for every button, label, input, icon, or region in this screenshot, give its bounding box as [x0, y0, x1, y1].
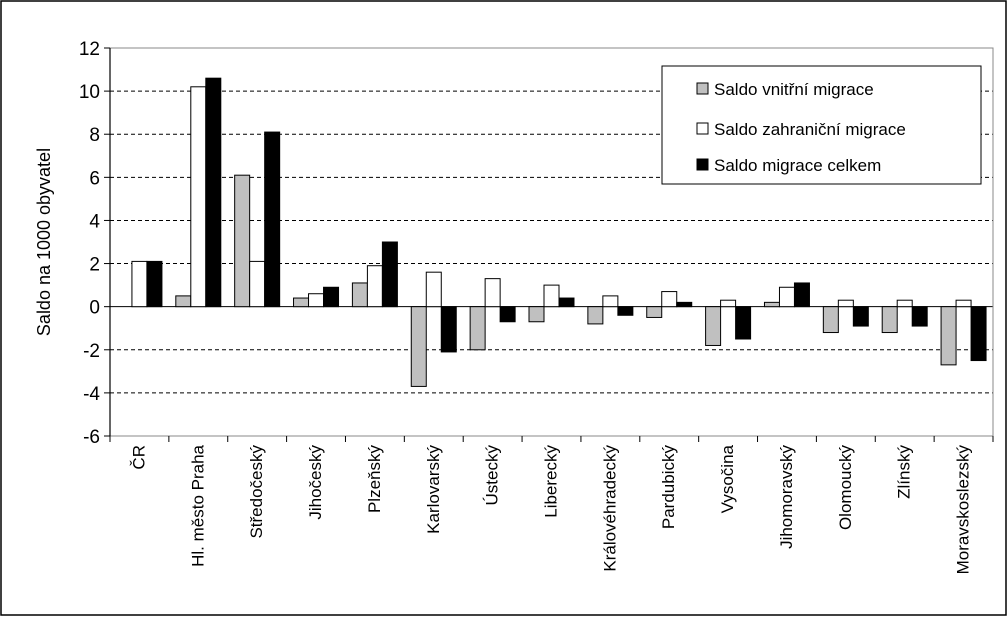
bar-celkem: [852, 306, 869, 327]
y-tick-label: 12: [79, 39, 100, 60]
bar-celkem: [617, 306, 634, 316]
bar-vnitrni: [587, 306, 604, 325]
x-tick-label: Jihomoravský: [777, 445, 796, 549]
bar-celkem: [323, 286, 340, 308]
legend-swatch-zahranicni: [696, 122, 709, 135]
bar-zahranicni: [720, 299, 737, 308]
legend-label-vnitrni: Saldo vnitřní migrace: [714, 80, 874, 99]
x-tick-label: Olomoucký: [836, 445, 855, 531]
x-tick-label: Zlínský: [895, 445, 914, 499]
legend-swatch-celkem: [696, 158, 709, 171]
x-tick-label: Ústecký: [483, 445, 502, 506]
x-tick-label: ČR: [129, 445, 148, 470]
bar-zahranicni: [131, 260, 148, 308]
bar-zahranicni: [896, 299, 913, 308]
bar-vnitrni: [646, 306, 663, 318]
bar-vnitrni: [822, 306, 839, 334]
bar-zahranicni: [837, 299, 854, 308]
legend-label-zahranicni: Saldo zahraniční migrace: [714, 120, 906, 139]
bar-vnitrni: [175, 295, 192, 308]
bar-zahranicni: [778, 286, 795, 308]
x-tick-label: Karlovarský: [424, 445, 443, 534]
bar-vnitrni: [940, 306, 957, 366]
y-tick-label: -6: [83, 427, 100, 448]
bar-celkem: [146, 260, 163, 308]
bar-celkem: [911, 306, 928, 327]
x-tick-label: Královéhradecký: [600, 445, 619, 572]
legend-swatch-vnitrni: [696, 82, 709, 95]
x-tick-label: Moravskoslezský: [954, 445, 973, 575]
legend-label-celkem: Saldo migrace celkem: [714, 156, 881, 175]
bar-celkem: [676, 301, 693, 308]
bar-celkem: [440, 306, 457, 353]
bar-zahranicni: [484, 278, 501, 308]
bar-zahranicni: [190, 86, 207, 308]
bar-celkem: [205, 77, 222, 308]
bar-zahranicni: [543, 284, 560, 308]
axes: 12 10 8 6 4 2 0 -2 -4 -6 ČR Hl. město Praha Středoče…: [79, 39, 994, 575]
x-tick-label: Liberecký: [542, 445, 561, 518]
bar-zahranicni: [425, 271, 442, 308]
y-tick-label: -4: [83, 384, 100, 405]
bar-vnitrni: [881, 306, 898, 334]
bar-celkem: [264, 131, 281, 308]
bar-celkem: [558, 297, 575, 308]
legend: Saldo vnitřní migrace Saldo zahraniční m…: [661, 65, 982, 185]
bar-vnitrni: [410, 306, 427, 387]
y-tick-label: -2: [83, 341, 100, 362]
bar-zahranicni: [308, 293, 325, 308]
y-tick-label: 6: [89, 168, 100, 189]
bar-vnitrni: [763, 301, 780, 308]
y-tick-label: 2: [89, 255, 100, 276]
y-tick-label: 4: [89, 211, 100, 232]
bar-celkem: [735, 306, 752, 340]
bar-zahranicni: [602, 295, 619, 308]
x-tick-label: Středočeský: [247, 445, 266, 539]
bar-vnitrni: [234, 174, 251, 308]
y-tick-label: 0: [89, 298, 100, 319]
x-tick-label: Pardubický: [659, 445, 678, 530]
bars: [131, 77, 987, 387]
bar-vnitrni: [469, 306, 486, 351]
bar-vnitrni: [293, 297, 310, 308]
x-tick-label: Plzeňský: [365, 445, 384, 514]
bar-zahranicni: [661, 291, 678, 308]
bar-celkem: [499, 306, 516, 323]
bar-celkem: [793, 282, 810, 308]
y-tick-label: 10: [79, 82, 100, 103]
bar-celkem: [970, 306, 987, 362]
legend-box: [661, 65, 982, 185]
bar-zahranicni: [366, 265, 383, 308]
bar-zahranicni: [249, 260, 266, 308]
x-tick-label: Hl. město Praha: [188, 444, 207, 566]
bar-vnitrni: [705, 306, 722, 346]
bar-zahranicni: [955, 299, 972, 308]
y-axis-label: Saldo na 1000 obyvatel: [34, 148, 54, 336]
bar-vnitrni: [351, 282, 368, 308]
x-tick-label: Jihočeský: [306, 445, 325, 520]
x-tick-label: Vysočina: [718, 444, 737, 513]
bar-celkem: [381, 241, 398, 308]
y-tick-label: 8: [89, 125, 100, 146]
bar-vnitrni: [528, 306, 545, 323]
